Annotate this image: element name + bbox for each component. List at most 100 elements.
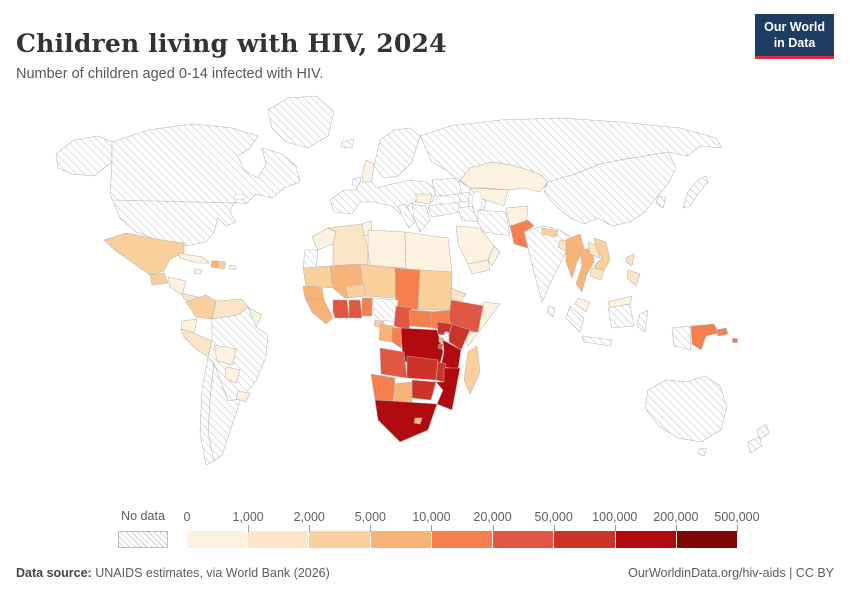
country-pakistan[interactable]	[509, 219, 535, 249]
legend-tick-mark	[431, 525, 433, 532]
country-egypt[interactable]	[404, 231, 453, 273]
country-burundi[interactable]	[437, 343, 444, 350]
country-botswana[interactable]	[392, 381, 413, 405]
legend-segment[interactable]	[431, 531, 493, 548]
country-philippines-north[interactable]	[625, 253, 635, 267]
legend-tick-label: 1,000	[232, 510, 264, 524]
country-new-britain[interactable]	[715, 327, 729, 337]
legend-segment[interactable]	[676, 531, 737, 548]
legend-segment[interactable]	[248, 531, 309, 548]
legend-segment[interactable]	[309, 531, 370, 548]
country-canada-usa[interactable]	[109, 123, 301, 247]
legend-tick-mark	[370, 525, 372, 532]
country-iran[interactable]	[477, 209, 511, 237]
country-algeria[interactable]	[327, 223, 369, 267]
country-kazakhstan[interactable]	[459, 161, 549, 193]
country-mexico[interactable]	[103, 232, 185, 276]
country-indonesia-borneo[interactable]	[607, 303, 635, 329]
country-balkans[interactable]	[411, 203, 431, 233]
legend-no-data[interactable]: No data	[118, 509, 168, 548]
country-indonesia-papua[interactable]	[671, 325, 692, 351]
country-honduras-nicaragua[interactable]	[167, 276, 187, 296]
country-angola[interactable]	[379, 347, 408, 379]
country-australia[interactable]	[644, 375, 728, 443]
country-chad[interactable]	[394, 267, 421, 311]
country-romania[interactable]	[415, 193, 433, 205]
country-philippines-south[interactable]	[626, 269, 641, 287]
great-lakes	[232, 194, 248, 200]
legend-segment[interactable]	[554, 531, 615, 548]
country-togo-benin[interactable]	[361, 297, 373, 317]
owid-logo[interactable]: Our World in Data	[755, 14, 834, 59]
country-burkina-faso[interactable]	[344, 283, 367, 299]
country-cambodia[interactable]	[589, 267, 605, 281]
country-japan[interactable]	[682, 175, 709, 209]
country-europe-mainland[interactable]	[329, 179, 437, 215]
country-puerto-rico[interactable]	[228, 264, 237, 271]
country-solomon-islands[interactable]	[731, 337, 739, 344]
country-korea[interactable]	[655, 195, 667, 209]
country-iceland[interactable]	[340, 138, 355, 149]
country-guinea-region[interactable]	[304, 297, 334, 325]
legend-tick-label: 20,000	[473, 510, 512, 524]
country-myanmar[interactable]	[565, 233, 585, 279]
country-indonesia-java[interactable]	[581, 335, 613, 347]
country-zimbabwe[interactable]	[411, 379, 437, 401]
country-india[interactable]	[523, 225, 573, 303]
country-morocco[interactable]	[311, 227, 337, 251]
footer-link[interactable]: OurWorldinData.org/hiv-aids | CC BY	[628, 566, 834, 580]
legend-no-data-swatch[interactable]	[118, 531, 168, 548]
legend-tick-mark	[248, 525, 250, 532]
country-bolivia[interactable]	[213, 344, 237, 366]
country-mauritania[interactable]	[302, 265, 334, 289]
legend-segment[interactable]	[493, 531, 554, 548]
page-title: Children living with HIV, 2024	[16, 28, 447, 58]
legend-segment[interactable]	[615, 531, 676, 548]
country-ghana[interactable]	[348, 299, 363, 319]
country-tasmania[interactable]	[697, 447, 708, 457]
country-alaska[interactable]	[55, 135, 113, 177]
country-paraguay[interactable]	[224, 366, 241, 384]
country-kenya[interactable]	[448, 323, 471, 351]
owid-logo-line2: in Data	[773, 36, 816, 51]
country-nepal[interactable]	[541, 227, 559, 238]
legend-ticks: 0 1,000 2,000 5,000 10,000 20,000 50,000 100,00…	[184, 509, 760, 532]
country-guatemala[interactable]	[149, 272, 169, 286]
country-yemen[interactable]	[467, 259, 491, 275]
country-italy[interactable]	[397, 203, 416, 229]
country-new-zealand-south[interactable]	[747, 436, 763, 454]
country-sudan[interactable]	[417, 269, 453, 311]
legend-tick-label: 2,000	[293, 510, 325, 524]
country-papua-new-guinea[interactable]	[690, 323, 720, 351]
country-oman[interactable]	[487, 245, 501, 267]
country-south-africa[interactable]	[374, 399, 438, 443]
country-malaysia-peninsula[interactable]	[574, 297, 591, 313]
footer: Data source: UNAIDS estimates, via World…	[16, 566, 834, 580]
country-new-zealand-north[interactable]	[756, 423, 770, 441]
country-greenland[interactable]	[267, 95, 335, 149]
country-western-sahara[interactable]	[302, 249, 319, 269]
legend-segment[interactable]	[370, 531, 431, 548]
country-namibia[interactable]	[370, 373, 396, 405]
country-somalia[interactable]	[463, 301, 501, 347]
country-indonesia-sulawesi[interactable]	[636, 309, 649, 333]
country-indonesia-sumatra[interactable]	[565, 305, 585, 333]
country-mozambique[interactable]	[435, 367, 461, 411]
country-jamaica[interactable]	[193, 268, 203, 275]
country-eritrea[interactable]	[450, 287, 467, 303]
country-lesotho[interactable]	[413, 417, 423, 425]
country-sri-lanka[interactable]	[546, 305, 556, 318]
country-dominican-republic[interactable]	[216, 260, 227, 270]
country-chile[interactable]	[199, 356, 215, 466]
country-peru[interactable]	[180, 328, 213, 358]
legend-segment[interactable]	[187, 531, 248, 548]
country-zambia[interactable]	[406, 355, 439, 381]
country-cuba[interactable]	[177, 252, 211, 264]
country-ukraine[interactable]	[431, 177, 463, 197]
country-cote-divoire[interactable]	[332, 299, 350, 319]
country-china[interactable]	[543, 151, 677, 227]
country-scandinavia[interactable]	[373, 127, 421, 179]
country-madagascar[interactable]	[463, 345, 481, 395]
country-nigeria[interactable]	[371, 297, 399, 323]
country-libya[interactable]	[367, 229, 407, 269]
